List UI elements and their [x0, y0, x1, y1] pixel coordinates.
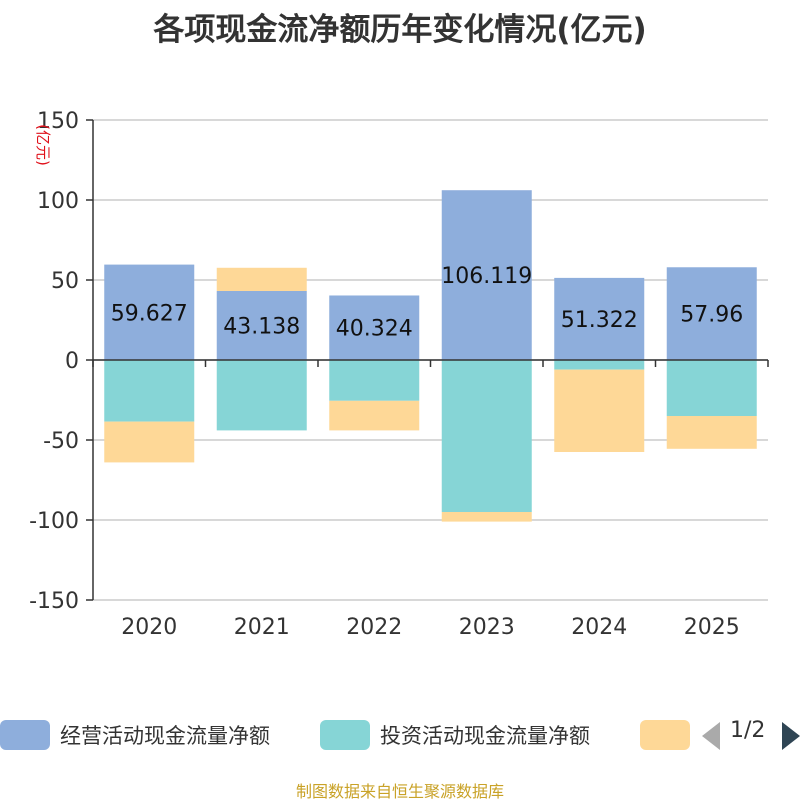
y-tick-label: -150 — [29, 589, 79, 614]
bar-2023-series-0[interactable] — [441, 190, 532, 360]
x-tick-label-2020: 2020 — [121, 615, 177, 640]
y-tick-label: 150 — [37, 109, 79, 134]
y-axis-unit-label: (亿元) — [34, 124, 52, 166]
bar-2023-series-1[interactable] — [441, 360, 532, 512]
data-label-2024: 51.322 — [561, 308, 638, 333]
bars — [104, 190, 757, 522]
legend-page-indicator: 1/2 — [730, 718, 766, 743]
legend-item-investing[interactable]: 投资活动现金流量净额 — [320, 715, 590, 755]
bar-2024-series-0[interactable] — [554, 277, 645, 360]
bar-2025-series-2[interactable] — [666, 416, 757, 449]
data-labels: 59.627 43.138 40.324 106.119 51.322 57.96 — [111, 264, 743, 342]
bar-2022-series-1[interactable] — [329, 360, 420, 401]
bar-2023-series-2[interactable] — [441, 512, 532, 522]
bar-2020-series-2[interactable] — [104, 421, 195, 463]
bar-2020-series-1[interactable] — [104, 360, 195, 422]
y-tick-label: -100 — [29, 509, 79, 534]
bar-2020-series-0[interactable] — [104, 264, 195, 360]
legend-swatch-investing — [320, 720, 370, 750]
legend-item-operating[interactable]: 经营活动现金流量净额 — [0, 715, 270, 755]
data-label-2022: 40.324 — [336, 317, 413, 342]
legend: 经营活动现金流量净额 投资活动现金流量净额 — [0, 715, 800, 755]
chart-plot: 150 100 50 0 -50 -100 -150 2020 2021 2022 2023 2024… — [29, 109, 769, 640]
legend-next-page-icon[interactable] — [782, 722, 800, 750]
y-tick-label: 0 — [65, 349, 79, 374]
chart-title: 各项现金流净额历年变化情况(亿元) — [153, 12, 647, 48]
bar-2025-series-1[interactable] — [666, 360, 757, 416]
bar-2024-series-2[interactable] — [554, 369, 645, 452]
legend-label-operating: 经营活动现金流量净额 — [60, 724, 270, 748]
legend-label-investing: 投资活动现金流量净额 — [380, 724, 590, 748]
x-tick-label-2024: 2024 — [571, 615, 627, 640]
data-label-2025: 57.96 — [680, 303, 743, 328]
data-source-note: 制图数据来自恒生聚源数据库 — [295, 782, 504, 801]
y-tick-label: 50 — [51, 269, 79, 294]
bar-2022-series-2[interactable] — [329, 400, 420, 431]
axes: 150 100 50 0 -50 -100 -150 2020 2021 2022 2023 2024… — [29, 109, 769, 640]
bar-2021-series-0[interactable] — [216, 290, 307, 360]
bar-2021-series-1[interactable] — [216, 360, 307, 431]
bar-2022-series-0[interactable] — [329, 295, 420, 360]
x-tick-label-2022: 2022 — [346, 615, 402, 640]
legend-swatch-operating — [0, 720, 50, 750]
bar-2021-series-2[interactable] — [216, 267, 307, 291]
legend-prev-page-icon[interactable] — [702, 722, 720, 750]
legend-item-financing[interactable] — [640, 715, 690, 755]
data-label-2023: 106.119 — [441, 264, 532, 289]
legend-swatch-financing — [640, 720, 690, 750]
y-tick-label: -50 — [43, 429, 79, 454]
data-label-2021: 43.138 — [223, 314, 300, 339]
bar-2024-series-1[interactable] — [554, 360, 645, 370]
x-tick-label-2021: 2021 — [234, 615, 290, 640]
bar-2025-series-0[interactable] — [666, 267, 757, 360]
x-tick-label-2025: 2025 — [684, 615, 740, 640]
data-label-2020: 59.627 — [111, 301, 188, 326]
y-tick-label: 100 — [37, 189, 79, 214]
x-tick-label-2023: 2023 — [459, 615, 515, 640]
